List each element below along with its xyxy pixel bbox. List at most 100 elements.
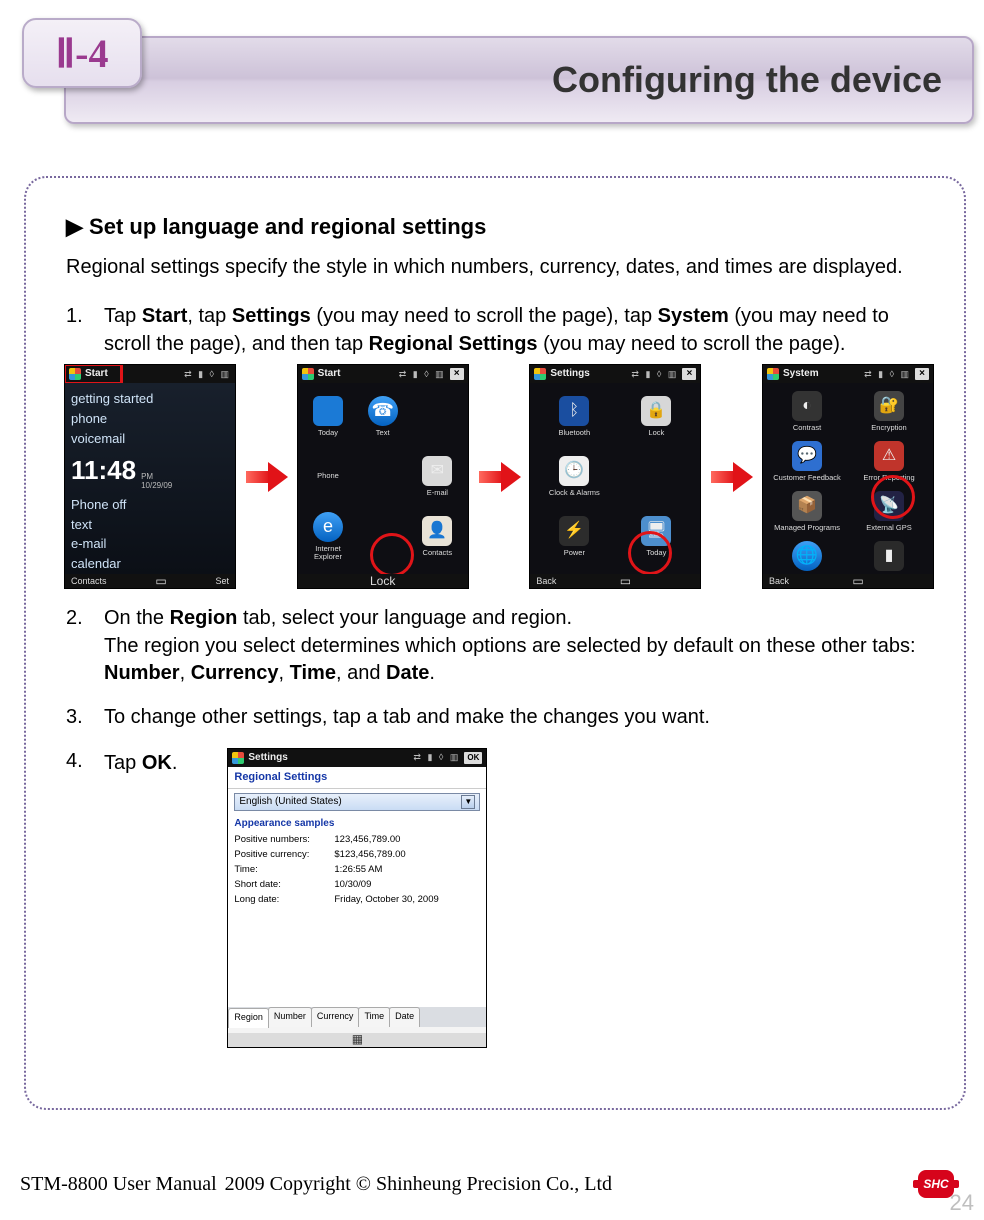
region-combo: English (United States) ▼	[234, 793, 480, 811]
phone-body: getting started phone voicemail 11:48 PM…	[65, 383, 235, 574]
bold: Settings	[232, 305, 311, 327]
app-icon: 📦	[792, 491, 822, 521]
softkey-bar: ▦	[228, 1033, 486, 1047]
app-label: Customer Feedback	[773, 474, 841, 482]
page-number: 24	[950, 1190, 974, 1216]
softkey-left: Back	[769, 575, 789, 587]
step-2: On the Region tab, select your language …	[66, 605, 934, 688]
app-label: Phone	[317, 472, 339, 480]
chapter-label: Ⅱ-4	[55, 30, 108, 77]
app-icon: ▮	[874, 541, 904, 571]
app-label: Today	[318, 429, 338, 437]
phone-topbar: Settings ⇄ ▮ ◊ ▥ OK	[228, 749, 486, 767]
softkey-bar: Lock	[298, 574, 468, 588]
bold: Start	[142, 305, 188, 327]
app-cell: ⚡Power	[534, 507, 614, 565]
app-cell	[411, 387, 464, 445]
screenshot-system: System ⇄ ▮ ◊ ▥ × ◐Contrast🔐Encryption💬Cu…	[762, 364, 934, 589]
app-cell: Today	[302, 387, 355, 445]
header-bar: Configuring the device	[64, 36, 974, 124]
app-label: Contrast	[793, 424, 821, 432]
app-cell	[616, 447, 696, 505]
screenshot-start-menu: Start ⇄ ▮ ◊ ▥ × Today☎TextPhone✉E-maileI…	[297, 364, 469, 589]
status-icons: ⇄ ▮ ◊ ▥	[864, 368, 911, 380]
text: On the	[104, 607, 170, 629]
app-icon: ◐	[792, 391, 822, 421]
list-item: text	[71, 515, 229, 535]
phone-body: Regional Settings English (United States…	[228, 767, 486, 1027]
app-icon: ⚡	[559, 516, 589, 546]
text: (you may need to scroll the page), tap	[311, 305, 658, 327]
app-label: Encryption	[871, 424, 906, 432]
app-cell: ✉E-mail	[411, 447, 464, 505]
tab-region: Region	[228, 1008, 269, 1028]
chevron-down-icon: ▼	[461, 795, 475, 809]
app-icon	[313, 396, 343, 426]
text: , tap	[187, 305, 231, 327]
close-icon: ×	[915, 368, 929, 380]
content-frame: ▶ Set up language and regional settings …	[24, 176, 966, 1110]
app-label: Bluetooth	[558, 429, 590, 437]
sample-value: $123,456,789.00	[334, 848, 480, 861]
text: ,	[279, 662, 290, 684]
text: .	[172, 752, 178, 774]
phone-topbar: Start ⇄ ▮ ◊ ▥ ×	[298, 365, 468, 383]
section-heading: ▶ Set up language and regional settings	[66, 214, 934, 240]
highlight-start-button	[64, 364, 123, 385]
step-1: Tap Start, tap Settings (you may need to…	[66, 303, 934, 589]
bold: Number	[104, 662, 180, 684]
text: , and	[336, 662, 386, 684]
phone-topbar: Settings ⇄ ▮ ◊ ▥ ×	[530, 365, 700, 383]
sample-key: Long date:	[234, 893, 334, 906]
app-icon: ☎	[368, 396, 398, 426]
app-icon: 👤	[422, 516, 452, 546]
softkey-center: Lock	[370, 573, 395, 589]
home-list: getting started phone voicemail	[71, 389, 229, 449]
bold: System	[658, 305, 729, 327]
softkey-bar: Back▭	[530, 574, 700, 588]
close-icon: ×	[450, 368, 464, 380]
phone-topbar: System ⇄ ▮ ◊ ▥ ×	[763, 365, 933, 383]
app-cell: ◐ Contrast	[767, 387, 847, 435]
phone-body: ◐Contrast🔐Encryption💬Customer Feedback⚠E…	[763, 383, 933, 574]
home-list2: Phone off text e-mail calendar	[71, 495, 229, 575]
list-item: e-mail	[71, 534, 229, 554]
sample-value: Friday, October 30, 2009	[334, 893, 480, 906]
app-cell: 🔒Lock	[616, 387, 696, 445]
softkey-bar: Contacts ▭ Set	[65, 574, 235, 588]
bold: Date	[386, 662, 429, 684]
sample-value: 1:26:55 AM	[334, 863, 480, 876]
tab-bar: RegionNumberCurrencyTimeDate	[228, 1007, 486, 1027]
sample-key: Time:	[234, 863, 334, 876]
screenshot-settings: Settings ⇄ ▮ ◊ ▥ × ᛒBluetooth🔒Lock🕒Clock…	[529, 364, 701, 589]
app-cell	[356, 447, 409, 505]
softkey-right: Set	[216, 575, 230, 587]
app-icon: 🕒	[559, 456, 589, 486]
app-label: External GPS	[866, 524, 911, 532]
figure-row: Start ⇄ ▮ ◊ ▥ getting started phone voic…	[64, 364, 934, 589]
status-icons: ⇄ ▮ ◊ ▥	[184, 368, 231, 380]
sample-key: Positive numbers:	[234, 833, 334, 846]
phone-body: ᛒBluetooth🔒Lock🕒Clock & Alarms⚡Power🖥Tod…	[530, 383, 700, 574]
app-label: Managed Programs	[774, 524, 840, 532]
step-4: Tap OK. Settings ⇄ ▮ ◊ ▥ OK Regional Set…	[66, 748, 934, 1048]
highlight-regional-settings-icon	[871, 475, 915, 519]
list-item: calendar	[71, 554, 229, 574]
app-icon: ⚠	[874, 441, 904, 471]
status-icons: ⇄ ▮ ◊ ▥	[631, 368, 678, 380]
text: tab, select your language and region.	[237, 607, 572, 629]
bold: Regional Settings	[369, 333, 538, 355]
bold: OK	[142, 752, 172, 774]
windows-flag-icon	[302, 368, 314, 380]
home-clock: 11:48 PM10/29/09	[71, 453, 229, 491]
appearance-samples: Positive numbers:123,456,789.00Positive …	[228, 833, 486, 907]
clock-time: 11:48	[71, 453, 136, 489]
close-icon: ×	[682, 368, 696, 380]
text: ,	[180, 662, 191, 684]
softkey-bar: Back▭	[763, 574, 933, 588]
status-icons: ⇄ ▮ ◊ ▥	[413, 751, 460, 763]
tab-currency: Currency	[311, 1007, 360, 1027]
softkey-left: Contacts	[71, 575, 107, 587]
app-label: E-mail	[427, 489, 448, 497]
sample-value: 123,456,789.00	[334, 833, 480, 846]
